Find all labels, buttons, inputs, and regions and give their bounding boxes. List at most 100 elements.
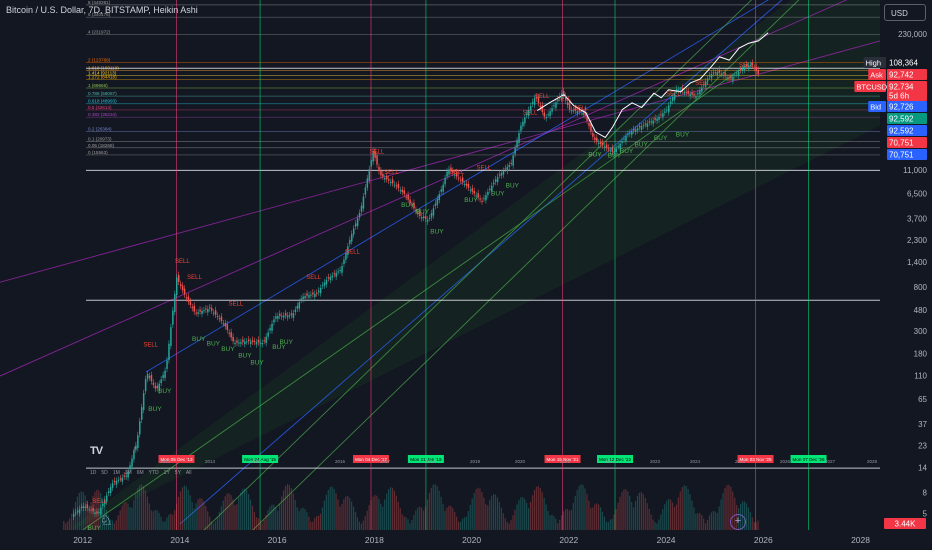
timeframe-button[interactable]: 1Y [163,470,170,476]
volume-bar [506,522,508,530]
candle-body [605,144,608,148]
volume-bar [520,497,522,530]
candle-body [566,102,569,106]
candle-body [422,216,425,218]
volume-bar [570,509,572,530]
volume-bar [197,499,199,530]
volume-bar [352,506,355,530]
sell-signal-label: SELL [229,301,244,307]
volume-bar [333,488,335,530]
candle-body [351,233,353,242]
candle-body [88,509,90,511]
candle-body [491,185,493,192]
candle-body [601,142,604,146]
volume-bar [668,499,670,530]
volume-bar [442,503,444,530]
volume-bar [671,502,674,530]
volume-bar [549,515,551,530]
candle-body [352,228,355,235]
candle-body [419,211,421,217]
volume-bar [475,489,477,530]
volume-bar [321,507,324,530]
timeframe-button[interactable]: All [185,470,192,476]
volume-bar [422,510,425,530]
volume-bar [428,492,431,530]
volume-bar [633,507,635,530]
candle-body [314,293,316,297]
candle-body [594,137,596,141]
volume-bar [181,487,184,530]
buy-signal-label: BUY [491,191,505,198]
buy-signal-label: BUY [620,148,634,155]
candle-body [504,168,507,170]
timeframe-button[interactable]: YTD [148,470,159,476]
timeframe-button[interactable]: 1M [112,470,120,476]
volume-bar [140,484,143,530]
candle-body [432,208,435,216]
candle-body [160,379,162,384]
candle-body [308,295,310,298]
price-tag-value: 108,364 [889,59,918,68]
volume-bar [113,523,115,530]
volume-bar [170,513,172,530]
volume-bar [491,495,493,530]
volume-bar [631,501,633,530]
volume-bar [494,494,497,530]
candle-body [236,340,238,343]
volume-bar [446,507,448,530]
add-indicator-button[interactable]: + [730,514,746,530]
volume-bar [578,485,580,530]
volume-bar [417,507,419,530]
candle-body [516,140,518,148]
candle-body [712,72,715,74]
candle-body [102,503,104,506]
volume-bar [586,493,588,530]
volume-bar [211,521,213,530]
volume-bar [563,511,565,530]
volume-bar [683,485,685,530]
candle-body [129,465,131,470]
volume-bar [125,502,127,530]
candle-body [751,62,754,66]
candle-body [347,246,349,255]
candle-body [298,302,301,309]
candle-body [528,109,530,116]
timeframe-button[interactable]: 1D [90,470,97,476]
volume-bar [434,484,436,530]
volume-bar [387,489,390,530]
buy-signal-label: BUY [280,339,294,346]
mini-x-tick-label: 2016 [335,459,346,464]
volume-bar [337,499,339,530]
volume-bar [654,522,656,530]
sell-signal-label: SELL [523,110,538,116]
candle-body [154,385,157,389]
timeframe-button[interactable]: 3M [124,470,132,476]
volume-bar [662,509,664,530]
volume-bar [261,523,263,530]
candle-body [757,69,759,74]
volume-bar [174,510,176,530]
fib-level-label: 1 (69666) [88,83,108,88]
price-tag-label-bg [868,69,886,80]
timeframe-button[interactable]: 5D [101,470,108,476]
candle-body [335,272,337,277]
growth-channel-fill [72,0,880,530]
volume-bar [131,507,133,530]
cycle-date-box [790,455,827,463]
timeframe-button[interactable]: 5Y [174,470,181,476]
candle-body [290,313,293,316]
candle-body [104,499,106,505]
volume-bar [119,510,121,530]
volume-bar [228,493,230,530]
cycle-date-box [352,455,389,463]
volume-bar [605,521,607,530]
candle-body [240,342,242,344]
candle-body [296,305,299,309]
timeframe-button[interactable]: 6M [136,470,144,476]
candle-body [288,315,291,317]
currency-button[interactable]: USD [884,4,926,21]
candle-body [568,102,571,110]
candle-body [553,105,555,107]
